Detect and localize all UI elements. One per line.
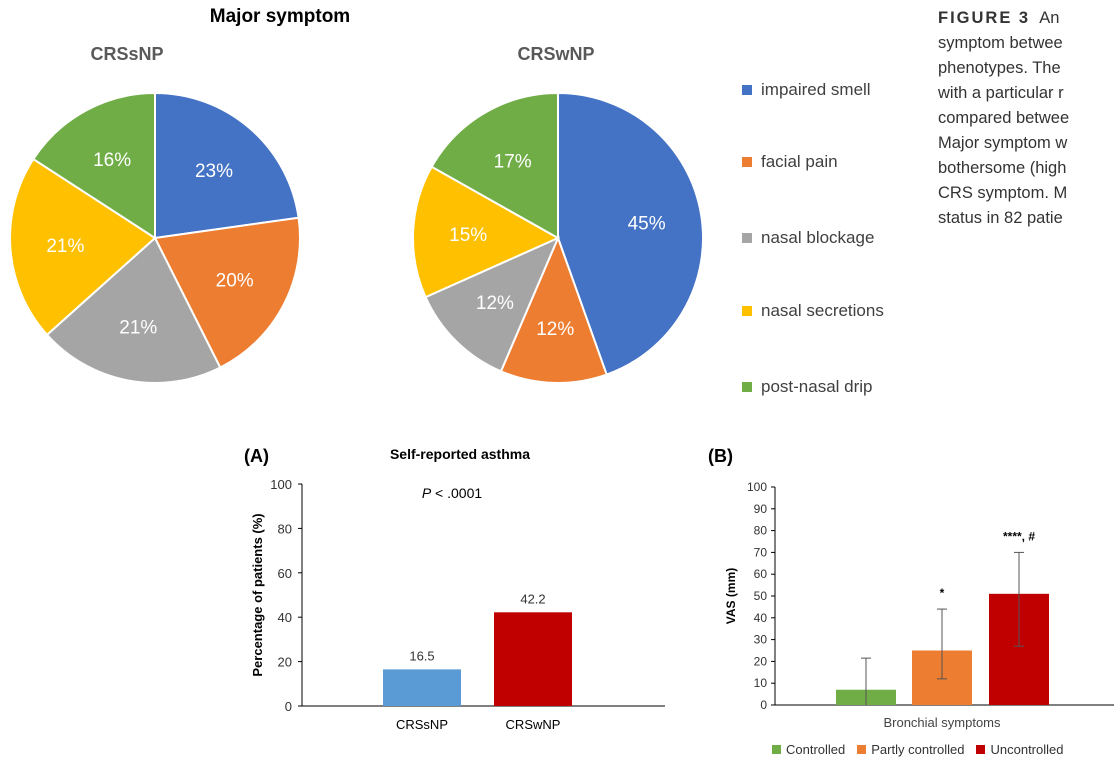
legend-label: Partly controlled bbox=[871, 742, 965, 757]
caption-line: compared betwee bbox=[938, 109, 1070, 127]
y-tick-label: 100 bbox=[270, 477, 292, 492]
pie-data-label: 17% bbox=[494, 151, 532, 172]
caption-label: FIGURE 3 bbox=[938, 9, 1031, 27]
legend-item-impaired-smell: impaired smell bbox=[742, 80, 871, 100]
caption-line: phenotypes. The bbox=[938, 59, 1061, 77]
y-tick-label: 70 bbox=[754, 545, 768, 559]
caption-line-1: FIGURE 3 An bbox=[938, 6, 1114, 31]
significance-annotation: * bbox=[940, 586, 945, 600]
legend-label: nasal blockage bbox=[761, 228, 875, 247]
panel-label-b: (B) bbox=[708, 446, 733, 466]
caption-line: with a particular r bbox=[938, 84, 1064, 102]
legend-swatch-impaired-smell bbox=[742, 85, 752, 95]
caption-line: Major symptom w bbox=[938, 134, 1068, 152]
x-category-label: CRSsNP bbox=[396, 717, 448, 730]
pie-slice-facial-pain bbox=[499, 235, 608, 384]
pie-slice-nasal-secretions bbox=[9, 157, 157, 337]
pie-chart-crssnp: 23% 20% 21% 21% 16% bbox=[9, 91, 301, 384]
pie-slice-nasal-secretions bbox=[412, 165, 561, 299]
pie-slice-impaired-smell bbox=[557, 91, 704, 376]
pie-data-label: 15% bbox=[449, 225, 487, 246]
caption-text: An bbox=[1039, 9, 1060, 27]
y-tick-label: 100 bbox=[747, 480, 767, 494]
pie-data-label: 12% bbox=[476, 293, 514, 314]
pie-data-label: 45% bbox=[628, 214, 666, 235]
legend-item-facial-pain: facial pain bbox=[742, 152, 838, 172]
legend-swatch-post-nasal-drip bbox=[742, 382, 752, 392]
figure-title: Major symptom bbox=[209, 6, 351, 27]
figure-caption: FIGURE 3 An symptom betwee phenotypes. T… bbox=[938, 6, 1114, 231]
y-tick-label: 80 bbox=[754, 524, 768, 538]
pie-slice-nasal-blockage bbox=[424, 236, 560, 373]
y-tick-label: 50 bbox=[754, 589, 768, 603]
bar-chart-a: 0 20 40 60 80 100 Percentage of patients (%) P … bbox=[250, 477, 665, 730]
x-axis-title: Bronchial symptoms bbox=[883, 715, 1001, 730]
legend-item-nasal-blockage: nasal blockage bbox=[742, 228, 874, 248]
y-tick-label: 40 bbox=[754, 611, 768, 625]
legend-swatch-uncontrolled bbox=[976, 745, 986, 754]
legend-swatch-controlled bbox=[772, 745, 781, 754]
legend-item-nasal-secretions: nasal secretions bbox=[742, 301, 884, 321]
legend-item-controlled: Controlled bbox=[772, 742, 845, 757]
y-tick-label: 80 bbox=[278, 521, 292, 536]
bar-data-label: 16.5 bbox=[409, 648, 434, 663]
legend-label: impaired smell bbox=[761, 80, 871, 99]
bar-chart-a-title: Self-reported asthma bbox=[389, 446, 531, 462]
y-tick-label: 90 bbox=[754, 502, 768, 516]
caption-line: symptom betwee bbox=[938, 34, 1063, 52]
pie-data-label: 23% bbox=[195, 161, 233, 182]
panel-label-a: (A) bbox=[244, 446, 269, 466]
y-axis-title: VAS (mm) bbox=[724, 568, 738, 624]
pie-slice-nasal-blockage bbox=[45, 236, 222, 384]
legend-label: nasal secretions bbox=[761, 301, 884, 320]
y-tick-label: 10 bbox=[754, 676, 768, 690]
legend-label: post-nasal drip bbox=[761, 377, 873, 396]
pie-chart-crswnp: 45% 12% 12% 15% 17% bbox=[412, 91, 704, 384]
caption-line: CRS symptom. M bbox=[938, 184, 1068, 202]
bar-chart-b: 0 10 20 30 40 50 60 70 80 90 100 VAS (mm) * ****, # Br… bbox=[724, 480, 1114, 730]
pie-data-label: 20% bbox=[216, 271, 254, 292]
bar-chart-b-legend: Controlled Partly controlled Uncontrolle… bbox=[772, 742, 1063, 757]
y-tick-label: 0 bbox=[285, 699, 292, 714]
legend-item-post-nasal-drip: post-nasal drip bbox=[742, 377, 873, 397]
legend-swatch-nasal-blockage bbox=[742, 233, 752, 243]
legend-swatch-nasal-secretions bbox=[742, 306, 752, 316]
pie-slice-post-nasal-drip bbox=[31, 91, 156, 240]
y-tick-label: 60 bbox=[754, 567, 768, 581]
y-tick-label: 20 bbox=[754, 654, 768, 668]
pie-data-label: 21% bbox=[119, 317, 157, 338]
y-tick-label: 20 bbox=[278, 655, 292, 670]
y-tick-label: 0 bbox=[760, 698, 767, 712]
significance-annotation: ****, # bbox=[1003, 529, 1035, 543]
y-tick-label: 60 bbox=[278, 566, 292, 581]
legend-swatch-facial-pain bbox=[742, 157, 752, 167]
y-axis-title: Percentage of patients (%) bbox=[250, 513, 265, 676]
pie-data-label: 12% bbox=[536, 319, 574, 340]
legend-item-uncontrolled: Uncontrolled bbox=[976, 742, 1063, 757]
bar-crswnp bbox=[494, 612, 572, 706]
pie-data-label: 16% bbox=[93, 150, 131, 171]
pie-title-crssnp: CRSsNP bbox=[90, 44, 164, 64]
caption-line: bothersome (high bbox=[938, 159, 1067, 177]
legend-label: Controlled bbox=[786, 742, 846, 757]
bar-data-label: 42.2 bbox=[520, 591, 545, 606]
x-category-label: CRSwNP bbox=[506, 717, 561, 730]
p-value-annotation: P < .0001 bbox=[422, 485, 483, 501]
pie-title-crswnp: CRSwNP bbox=[517, 44, 595, 64]
pie-data-label: 21% bbox=[46, 236, 84, 257]
legend-item-partly-controlled: Partly controlled bbox=[857, 742, 964, 757]
y-tick-label: 40 bbox=[278, 610, 292, 625]
pie-slice-impaired-smell bbox=[154, 91, 300, 240]
legend-label: facial pain bbox=[761, 152, 838, 171]
legend-label: Uncontrolled bbox=[990, 742, 1064, 757]
y-tick-label: 30 bbox=[754, 633, 768, 647]
pie-slice-post-nasal-drip bbox=[430, 91, 559, 240]
bar-crssnp bbox=[383, 669, 461, 706]
legend-swatch-partly-controlled bbox=[857, 745, 867, 754]
caption-line: status in 82 patie bbox=[938, 209, 1063, 227]
pie-slice-facial-pain bbox=[153, 216, 301, 369]
